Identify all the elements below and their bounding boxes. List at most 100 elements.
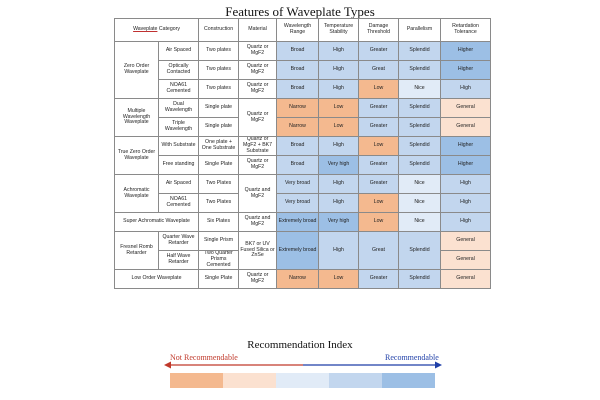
retardation-cell: High — [440, 193, 492, 213]
retardation-cell: High — [440, 174, 492, 194]
parallelism-cell: Splendid — [398, 155, 442, 175]
wavelength-cell: Broad — [276, 136, 320, 156]
retardation-cell: General — [440, 269, 492, 289]
construction-cell: Six Plates — [198, 212, 240, 232]
subtype-cell: Half Wave Retarder — [157, 250, 200, 270]
header-construction: Construction — [198, 18, 240, 42]
damage-cell: Greater — [358, 117, 400, 137]
construction-cell: Two Plates — [198, 174, 240, 194]
material-cell: Quartz or MgF2 — [238, 98, 278, 137]
temperature-cell: High — [318, 60, 360, 80]
damage-cell: Greater — [358, 155, 400, 175]
parallelism-cell: Splendid — [398, 98, 442, 118]
temperature-cell: High — [318, 174, 360, 194]
wavelength-cell: Broad — [276, 60, 320, 80]
subtype-cell: Free standing — [157, 155, 200, 175]
wavelength-cell: Broad — [276, 41, 320, 61]
construction-cell: One plate + One Substrate — [198, 136, 240, 156]
group-super-achromatic: Super Achromatic Waveplate — [113, 212, 200, 232]
recommendation-color-scale — [170, 373, 435, 388]
scale-swatch — [329, 373, 382, 388]
group-true-zero-order: True Zero Order Waveplate — [114, 136, 159, 175]
material-cell: Quartz or MgF2 — [238, 60, 278, 80]
retardation-cell: High — [440, 79, 492, 99]
damage-cell: Greater — [358, 41, 400, 61]
parallelism-cell: Splendid — [398, 136, 442, 156]
construction-cell: Single Plate — [198, 269, 240, 289]
construction-cell: Two plates — [198, 60, 240, 80]
temperature-cell: High — [318, 193, 360, 213]
wavelength-cell: Very broad — [276, 193, 320, 213]
arrow-right-head-icon — [435, 361, 442, 369]
table-row: Optically Contacted Two plates Quartz or… — [115, 60, 492, 80]
temperature-cell: Very high — [318, 155, 360, 175]
construction-cell: Single plate — [198, 117, 240, 137]
subtype-cell: Triple Wavelength — [157, 117, 200, 137]
header-category: Waveplate Category — [113, 18, 200, 42]
damage-cell: Great — [358, 231, 400, 270]
parallelism-cell: Splendid — [398, 269, 442, 289]
table-row: Multiple Wavelength Waveplate Dual Wavel… — [114, 98, 492, 137]
subtype-cell: Air Spaced — [157, 174, 200, 194]
retardation-cell: General — [440, 98, 492, 118]
scale-swatch — [223, 373, 276, 388]
temperature-cell: High — [318, 136, 360, 156]
wavelength-cell: Narrow — [276, 269, 320, 289]
material-cell: Quartz or MgF2 — [238, 79, 278, 99]
parallelism-cell: Nice — [398, 79, 442, 99]
parallelism-cell: Splendid — [398, 41, 442, 61]
temperature-cell: Low — [318, 98, 360, 118]
subtype-cell: Dual Wavelength — [157, 98, 200, 118]
damage-cell: Greater — [358, 98, 400, 118]
group-zero-order: Zero Order Waveplate — [114, 41, 159, 99]
table-row: Free standing Single Plate Quartz or MgF… — [115, 155, 492, 175]
wavelength-cell: Extremely broad — [276, 231, 320, 270]
damage-cell: Greater — [358, 269, 400, 289]
temperature-cell: High — [318, 41, 360, 61]
header-category-link: Waveplate — [133, 26, 158, 33]
retardation-cell: Higher — [440, 60, 492, 80]
retardation-cell: General — [440, 250, 492, 270]
table-row: Fresnel Romb Retarder Quarter Wave Retar… — [114, 231, 492, 270]
retardation-cell: General — [440, 117, 492, 137]
recommendation-arrow — [164, 361, 442, 369]
retardation-cell: General — [440, 231, 492, 251]
material-cell: BK7 or UV Fused Silica or ZnSe — [238, 231, 278, 270]
retardation-cell: Higher — [440, 155, 492, 175]
damage-cell: Low — [358, 212, 400, 232]
temperature-cell: High — [318, 79, 360, 99]
parallelism-cell: Splendid — [398, 60, 442, 80]
header-row: Waveplate Category Construction Material… — [113, 18, 492, 42]
damage-cell: Low — [358, 136, 400, 156]
construction-cell: Single plate — [198, 98, 240, 118]
construction-cell: Two plates — [198, 79, 240, 99]
retardation-cell: Higher — [440, 136, 492, 156]
group-fresnel-romb: Fresnel Romb Retarder — [114, 231, 159, 270]
recommendation-index-title: Recommendation Index — [247, 339, 353, 351]
material-cell: Quartz and MgF2 — [238, 212, 278, 232]
parallelism-cell: Splendid — [398, 117, 442, 137]
waveplate-table: Waveplate Category Construction Material… — [113, 18, 492, 289]
table-row: Zero Order Waveplate Air Spaced Two plat… — [114, 41, 492, 99]
temperature-cell: High — [318, 231, 360, 270]
table-row: Half Wave Retarder Two Quarter Prisms Ce… — [115, 250, 492, 270]
arrow-left-head-icon — [164, 361, 171, 369]
header-damage: Damage Threshold — [358, 18, 400, 42]
group-multiple-wavelength: Multiple Wavelength Waveplate — [114, 98, 159, 137]
header-parallelism: Parallelism — [398, 18, 442, 42]
wavelength-cell: Broad — [276, 79, 320, 99]
wavelength-cell: Very broad — [276, 174, 320, 194]
header-retardation: Retardation Tolerance — [440, 18, 492, 42]
scale-swatch — [170, 373, 223, 388]
group-low-order: Low Order Waveplate — [113, 269, 200, 289]
scale-swatch — [276, 373, 329, 388]
damage-cell: Low — [358, 193, 400, 213]
table-row: Low Order Waveplate Single Plate Quartz … — [113, 269, 492, 289]
table-row: True Zero Order Waveplate With Substrate… — [114, 136, 492, 175]
parallelism-cell: Nice — [398, 174, 442, 194]
table-row: Achromatic Waveplate Air Spaced Two Plat… — [114, 174, 492, 213]
construction-cell: Two plates — [198, 41, 240, 61]
parallelism-cell: Splendid — [398, 231, 442, 270]
parallelism-cell: Nice — [398, 212, 442, 232]
wavelength-cell: Broad — [276, 155, 320, 175]
